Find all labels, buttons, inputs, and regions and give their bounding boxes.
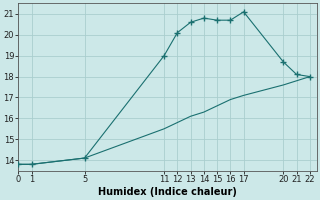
X-axis label: Humidex (Indice chaleur): Humidex (Indice chaleur): [98, 187, 237, 197]
